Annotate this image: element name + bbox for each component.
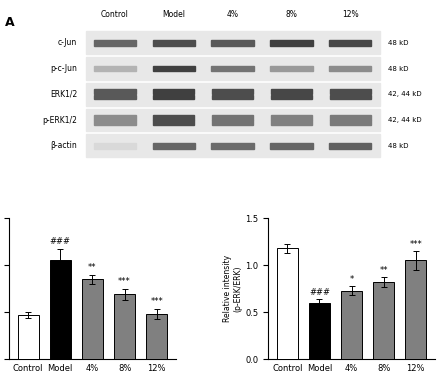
Text: Control: Control xyxy=(101,10,129,19)
Bar xyxy=(82,279,103,359)
Text: 48 kD: 48 kD xyxy=(388,40,409,46)
Bar xyxy=(330,121,371,125)
Text: ERK1/2: ERK1/2 xyxy=(50,90,77,99)
Bar xyxy=(50,260,71,359)
Bar xyxy=(271,89,312,94)
Text: 42, 44 kD: 42, 44 kD xyxy=(388,117,422,123)
Bar xyxy=(270,66,313,71)
Bar xyxy=(114,294,135,359)
Bar xyxy=(95,115,135,119)
Bar xyxy=(211,66,254,71)
Text: ***: *** xyxy=(118,277,131,286)
Text: *: * xyxy=(349,275,354,284)
Text: **: ** xyxy=(380,266,388,276)
Bar xyxy=(153,40,195,46)
Bar xyxy=(270,40,313,46)
Bar xyxy=(94,143,136,149)
Bar xyxy=(86,135,380,157)
Bar xyxy=(212,89,253,94)
Bar xyxy=(341,291,362,359)
Text: 8%: 8% xyxy=(285,10,297,19)
Text: 42, 44 kD: 42, 44 kD xyxy=(388,91,422,97)
Bar xyxy=(95,121,135,125)
Bar xyxy=(95,95,135,99)
Bar xyxy=(211,143,254,149)
Bar xyxy=(86,109,380,131)
Bar xyxy=(271,121,312,125)
Text: **: ** xyxy=(88,263,97,272)
Text: ###: ### xyxy=(309,288,330,297)
Bar xyxy=(153,89,194,94)
Bar xyxy=(270,143,313,149)
Text: p-c-Jun: p-c-Jun xyxy=(50,64,77,73)
Bar xyxy=(330,89,371,94)
Bar xyxy=(94,66,136,71)
Bar xyxy=(212,95,253,99)
Text: 12%: 12% xyxy=(342,10,359,19)
Bar xyxy=(330,95,371,99)
Text: 48 kD: 48 kD xyxy=(388,143,409,149)
Bar xyxy=(86,31,380,54)
Bar xyxy=(329,143,372,149)
Bar xyxy=(94,40,136,46)
Text: Model: Model xyxy=(163,10,185,19)
Text: ***: *** xyxy=(151,297,163,307)
Bar xyxy=(309,303,330,359)
Bar xyxy=(86,83,380,105)
Bar xyxy=(95,89,135,94)
Text: β-actin: β-actin xyxy=(50,141,77,150)
Bar xyxy=(271,95,312,99)
Bar xyxy=(373,282,394,359)
Text: ###: ### xyxy=(50,237,71,246)
Text: p-ERK1/2: p-ERK1/2 xyxy=(42,116,77,124)
Bar xyxy=(153,115,194,119)
Text: 48 kD: 48 kD xyxy=(388,65,409,71)
Bar xyxy=(153,143,195,149)
Bar xyxy=(212,121,253,125)
Text: 4%: 4% xyxy=(226,10,239,19)
Bar xyxy=(18,315,39,359)
Bar xyxy=(330,115,371,119)
Bar xyxy=(277,248,297,359)
Bar xyxy=(211,40,254,46)
Text: A: A xyxy=(4,16,14,29)
Bar xyxy=(405,260,426,359)
Bar xyxy=(329,66,372,71)
Bar xyxy=(153,95,194,99)
Text: c-Jun: c-Jun xyxy=(58,38,77,47)
Bar xyxy=(153,121,194,125)
Bar xyxy=(147,314,167,359)
Bar xyxy=(212,115,253,119)
Bar xyxy=(271,115,312,119)
Bar xyxy=(86,57,380,80)
Y-axis label: Relative intensity
(p-ERK/ERK): Relative intensity (p-ERK/ERK) xyxy=(223,255,242,322)
Text: ***: *** xyxy=(409,240,422,249)
Bar xyxy=(329,40,372,46)
Bar xyxy=(153,66,195,71)
